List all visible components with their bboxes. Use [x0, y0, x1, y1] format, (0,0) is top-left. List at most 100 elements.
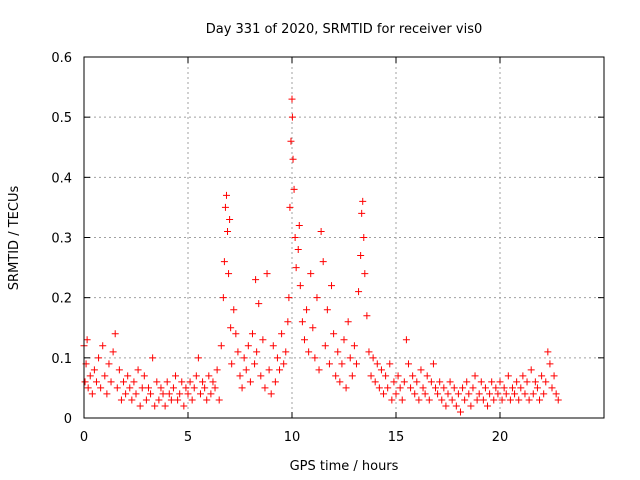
data-point — [285, 294, 293, 302]
data-point — [196, 390, 204, 398]
data-point — [151, 402, 159, 410]
data-point — [309, 324, 317, 332]
x-tick-label: 5 — [184, 430, 192, 445]
data-point — [546, 360, 554, 368]
data-point — [369, 354, 377, 362]
data-point — [361, 270, 369, 278]
x-tick-label: 15 — [388, 430, 405, 445]
data-point — [475, 390, 483, 398]
data-point — [178, 378, 186, 386]
data-point — [540, 390, 548, 398]
data-point — [142, 396, 150, 404]
data-point — [323, 306, 331, 314]
data-point — [513, 378, 521, 386]
data-point — [471, 372, 479, 380]
data-point — [469, 384, 477, 392]
data-point — [83, 336, 91, 344]
data-point — [440, 384, 448, 392]
data-point — [355, 288, 363, 296]
data-point — [163, 378, 171, 386]
data-point — [344, 318, 352, 326]
data-point — [467, 402, 475, 410]
data-point — [429, 360, 437, 368]
x-tick-label: 0 — [80, 430, 88, 445]
data-point — [259, 336, 267, 344]
data-point — [95, 354, 103, 362]
data-point — [305, 348, 313, 356]
data-point — [508, 384, 516, 392]
data-point — [263, 270, 271, 278]
data-point — [382, 372, 390, 380]
data-point — [533, 384, 541, 392]
data-point — [529, 390, 537, 398]
data-point — [332, 372, 340, 380]
data-point — [402, 336, 410, 344]
data-point — [248, 330, 256, 338]
data-point — [498, 396, 506, 404]
data-point — [392, 390, 400, 398]
data-point — [228, 360, 236, 368]
data-point — [506, 396, 514, 404]
data-point — [359, 197, 367, 205]
data-point — [544, 348, 552, 356]
y-tick-label: 0.3 — [51, 232, 72, 247]
data-point — [552, 390, 560, 398]
data-point — [199, 378, 207, 386]
data-point — [442, 402, 450, 410]
data-point — [486, 390, 494, 398]
data-point — [291, 234, 299, 241]
data-point — [363, 312, 371, 320]
data-point — [311, 354, 319, 362]
y-tick-label: 0.5 — [51, 111, 72, 126]
data-point — [230, 306, 238, 314]
data-point — [352, 360, 360, 368]
data-point — [473, 396, 481, 404]
data-point — [502, 390, 510, 398]
data-point — [294, 246, 302, 254]
data-point — [186, 378, 194, 386]
data-point — [527, 366, 535, 374]
data-point — [203, 396, 211, 404]
data-point — [184, 390, 192, 398]
data-point — [234, 348, 242, 356]
data-point — [103, 390, 111, 398]
data-point — [165, 390, 173, 398]
data-point — [438, 396, 446, 404]
data-point — [172, 372, 180, 380]
x-tick-label: 10 — [284, 430, 301, 445]
data-point — [371, 378, 379, 386]
y-tick-label: 0.6 — [51, 51, 72, 66]
data-point — [448, 396, 456, 404]
data-point — [155, 396, 163, 404]
data-point — [132, 390, 140, 398]
data-point — [284, 318, 292, 326]
data-point — [477, 378, 485, 386]
data-point — [261, 384, 269, 392]
data-point — [388, 396, 396, 404]
data-point — [461, 396, 469, 404]
data-point — [338, 360, 346, 368]
data-point — [315, 366, 323, 374]
data-point — [122, 390, 130, 398]
data-point — [255, 300, 263, 308]
data-point — [190, 384, 198, 392]
data-point — [427, 378, 435, 386]
data-point — [292, 264, 300, 272]
data-point — [348, 372, 356, 380]
data-point — [240, 354, 248, 362]
data-point — [444, 390, 452, 398]
data-point — [217, 342, 225, 350]
data-point — [340, 336, 348, 344]
data-point — [288, 95, 296, 103]
data-point — [246, 378, 254, 386]
x-tick-label: 20 — [492, 430, 509, 445]
data-point — [517, 384, 525, 392]
data-point — [415, 396, 423, 404]
data-point — [192, 372, 200, 380]
data-point — [384, 384, 392, 392]
data-point — [219, 294, 227, 302]
data-point — [330, 330, 338, 338]
data-point — [221, 203, 229, 211]
data-point — [107, 378, 115, 386]
data-point — [211, 384, 219, 392]
